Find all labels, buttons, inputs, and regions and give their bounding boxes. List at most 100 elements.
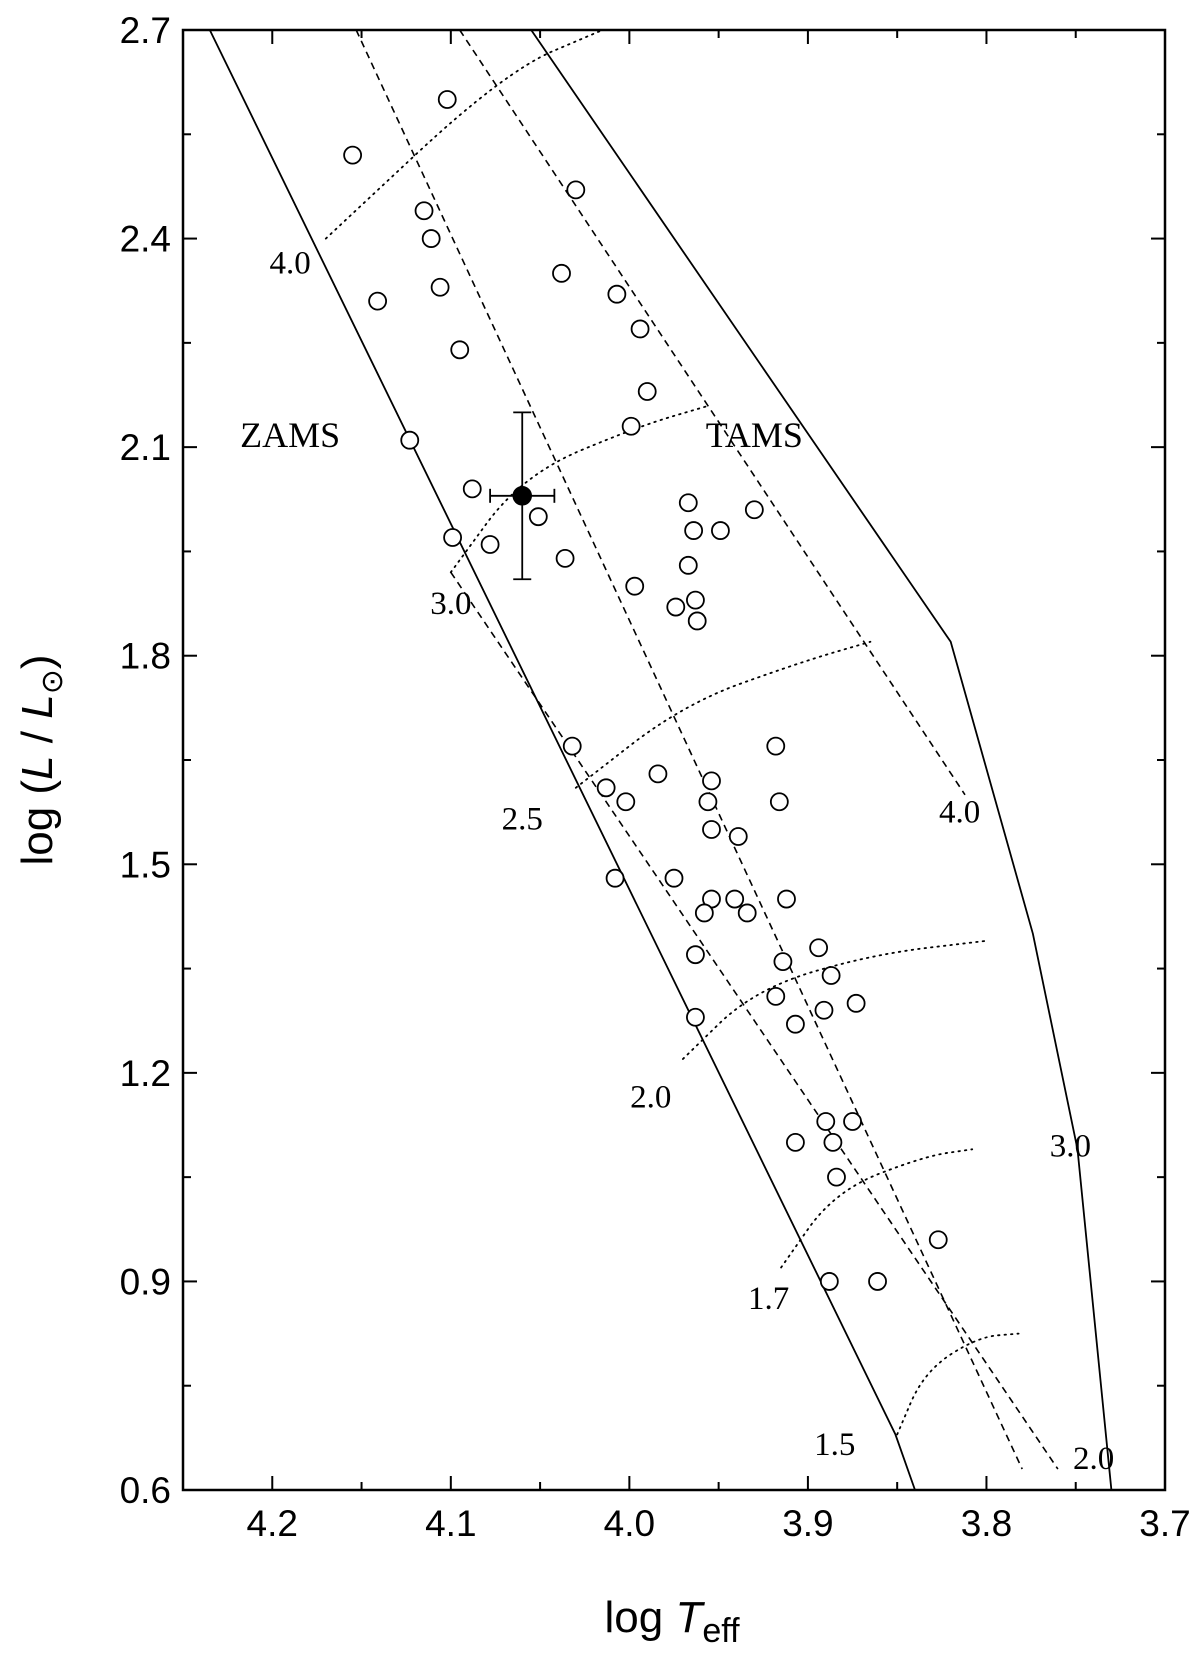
- y-tick-label: 2.1: [120, 427, 171, 468]
- mass-track-dotted-line: [449, 404, 711, 574]
- star-point: [605, 868, 625, 888]
- mass-track-dotted-line: [780, 1148, 974, 1269]
- y-tick-label: 0.6: [120, 1470, 171, 1511]
- mass-label: 3.0: [430, 586, 471, 622]
- star-point: [702, 820, 721, 839]
- star-point: [821, 966, 841, 985]
- x-tick-label: 3.9: [782, 1503, 833, 1544]
- mass-label: 2.0: [630, 1080, 671, 1116]
- star-point: [686, 590, 705, 610]
- mass-label: 4.0: [270, 245, 311, 281]
- star-point: [694, 903, 714, 923]
- tick-labels: 4.2 4.1 4.0 3.9 3.8 3.7 0.6 0.9 1.2 1.5 1.8 2.1 2.4 2…: [120, 10, 1191, 1544]
- star-point: [443, 528, 463, 547]
- y-tick-label: 2.7: [120, 10, 171, 51]
- mass-label: 3.0: [1050, 1128, 1091, 1164]
- y-tick-label: 1.8: [120, 636, 171, 677]
- tams-line: [530, 29, 1113, 1491]
- x-axis-title-symbol: T: [675, 1593, 705, 1642]
- star-point: [648, 764, 668, 784]
- x-tick-label: 4.1: [425, 1503, 476, 1544]
- star-point: [414, 201, 434, 221]
- y-axis-title-prefix: log (: [13, 780, 62, 866]
- isochrone-dashed-line: [355, 29, 1023, 1470]
- star-point: [777, 889, 796, 909]
- star-point: [421, 229, 441, 248]
- star-point: [637, 382, 657, 401]
- star-point: [430, 277, 450, 297]
- mass-track-dotted-line: [896, 1332, 1020, 1436]
- y-axis-title-symbol: L: [13, 755, 62, 779]
- star-point: [819, 1272, 839, 1291]
- star-point: [552, 263, 571, 283]
- y-axis-title-mid: /: [13, 719, 62, 756]
- star-point: [686, 1007, 705, 1027]
- star-point: [666, 597, 686, 617]
- star-point: [528, 507, 548, 527]
- region-label: TAMS: [706, 415, 803, 455]
- star-point: [607, 284, 627, 304]
- star-point: [621, 416, 641, 436]
- mass-label: 1.5: [814, 1427, 855, 1463]
- x-axis-title-subscript: eff: [702, 1612, 740, 1650]
- y-tick-label: 0.9: [120, 1261, 171, 1302]
- star-point: [678, 555, 698, 575]
- star-point: [562, 736, 582, 756]
- target-star-point: [512, 486, 532, 506]
- plot-frame: [181, 28, 1167, 1492]
- region-label: ZAMS: [240, 415, 340, 455]
- chart-annotations: ZAMS TAMS 4.0 3.0 2.5 2.0 1.7 1.5 4.0 3.0 2.0: [240, 245, 1114, 1477]
- star-point: [823, 1132, 843, 1152]
- star-point: [400, 430, 420, 450]
- star-point: [630, 319, 650, 339]
- mass-track-dotted-line: [682, 939, 988, 1060]
- mass-track-dotted-line: [324, 29, 604, 240]
- mass-label: 1.7: [748, 1281, 789, 1317]
- star-point: [462, 479, 482, 499]
- isochrone-dashed-line: [450, 571, 1059, 1470]
- star-point: [664, 868, 684, 888]
- star-point: [786, 1014, 805, 1034]
- x-tick-label: 4.2: [247, 1503, 298, 1544]
- y-axis-title-symbol2: L: [13, 694, 62, 718]
- star-point: [744, 500, 764, 520]
- star-point: [816, 1112, 836, 1131]
- star-point: [868, 1272, 887, 1291]
- star-point: [728, 827, 748, 846]
- tick-marks: [182, 29, 1166, 1491]
- star-point: [786, 1132, 805, 1152]
- star-point: [737, 903, 757, 923]
- x-tick-label: 3.7: [1139, 1503, 1190, 1544]
- star-point: [616, 792, 636, 812]
- track-lines: [208, 29, 1113, 1491]
- y-tick-label: 1.5: [120, 844, 171, 885]
- star-point: [766, 736, 786, 756]
- mass-label: 2.0: [1073, 1441, 1114, 1477]
- x-axis-title: log Teff: [604, 1593, 740, 1650]
- mass-label: 4.0: [939, 795, 980, 831]
- star-point: [843, 1112, 862, 1131]
- star-point: [450, 340, 470, 360]
- star-point: [596, 778, 616, 798]
- data-points: [343, 90, 948, 1291]
- y-tick-label: 1.2: [120, 1053, 171, 1094]
- star-point: [827, 1167, 846, 1187]
- star-point: [566, 180, 586, 200]
- star-point: [846, 993, 866, 1013]
- star-point: [625, 576, 645, 596]
- star-point: [678, 493, 698, 513]
- y-tick-label: 2.4: [120, 219, 171, 260]
- y-axis-title-suffix: ): [13, 654, 62, 669]
- star-point: [686, 945, 705, 965]
- star-point: [437, 90, 457, 109]
- y-axis-title: log (L / L⊙): [13, 654, 69, 865]
- star-point: [711, 521, 730, 540]
- x-axis-title-prefix: log: [604, 1593, 675, 1642]
- star-point: [480, 535, 500, 554]
- star-point: [698, 792, 718, 812]
- star-point: [687, 611, 707, 631]
- star-point: [809, 938, 829, 958]
- zams-line: [208, 29, 916, 1491]
- mass-track-dotted-line: [574, 640, 872, 789]
